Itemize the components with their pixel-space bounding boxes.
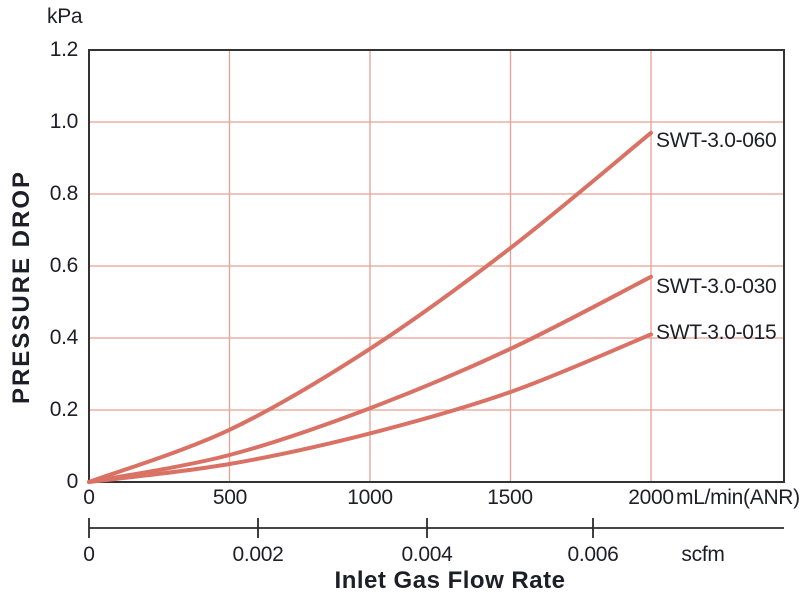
y-tick-label: 0.2 bbox=[49, 398, 79, 421]
y-tick-label: 1.2 bbox=[49, 38, 79, 61]
curve-swt-3-0-015 bbox=[87, 332, 653, 484]
x-axis-title: Inlet Gas Flow Rate bbox=[334, 567, 566, 594]
scfm-axis-unit: scfm bbox=[681, 543, 725, 566]
scfm-tick-label: 0.006 bbox=[567, 543, 619, 566]
x-tick-label: 1000 bbox=[347, 486, 393, 509]
y-tick-label: 0.4 bbox=[49, 326, 79, 349]
y-tick-label: 0 bbox=[66, 470, 79, 493]
scfm-tick-label: 0 bbox=[83, 543, 95, 566]
series-label-swt-3-0-030: SWT-3.0-030 bbox=[656, 275, 777, 298]
y-axis-unit: kPa bbox=[47, 5, 83, 28]
curve-swt-3-0-060 bbox=[87, 130, 653, 484]
plot-frame bbox=[88, 49, 785, 483]
x-tick-label: 500 bbox=[212, 486, 248, 509]
scfm-tick-label: 0.002 bbox=[232, 543, 284, 566]
series-label-swt-3-0-060: SWT-3.0-060 bbox=[656, 129, 777, 152]
scfm-tick-label: 0.004 bbox=[401, 543, 453, 566]
x-tick-label: 0 bbox=[83, 486, 95, 509]
x-tick-label: 2000 bbox=[628, 486, 674, 509]
y-tick-label: 0.6 bbox=[49, 254, 79, 277]
series-label-swt-3-0-015: SWT-3.0-015 bbox=[656, 321, 777, 344]
y-tick-label: 1.0 bbox=[49, 110, 79, 133]
x-tick-label: 1500 bbox=[487, 486, 533, 509]
curve-swt-3-0-030 bbox=[87, 274, 653, 484]
y-tick-label: 0.8 bbox=[49, 182, 79, 205]
x-axis-unit: mL/min(ANR) bbox=[676, 486, 800, 509]
